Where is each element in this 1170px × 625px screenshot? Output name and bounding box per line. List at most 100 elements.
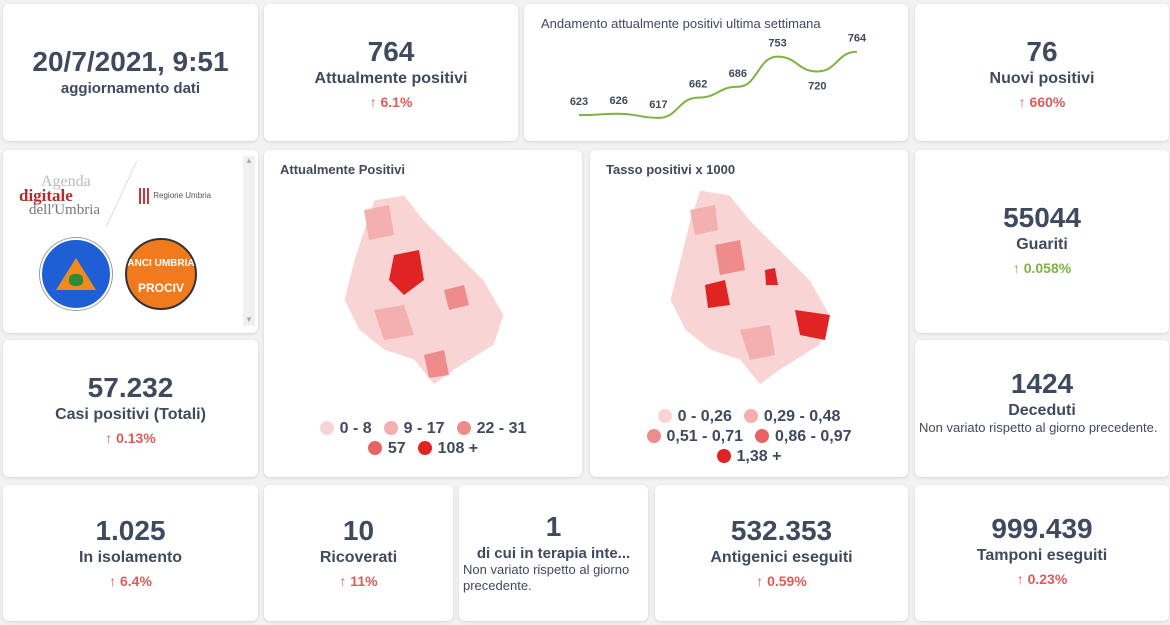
legend-swatch — [716, 449, 731, 463]
antigenici-change: ↑ 0.59% — [756, 573, 807, 589]
isolamento-card: 1.025 In isolamento ↑ 6.4% — [3, 485, 258, 621]
attuali-change: ↑ 6.1% — [369, 94, 413, 110]
trend-data-label: 623 — [570, 96, 588, 108]
legend-label: 1,38 + — [736, 448, 782, 465]
map2-title: Tasso positivi x 1000 — [606, 162, 736, 177]
legend-item[interactable]: 1,38 + — [716, 448, 782, 466]
legend-label: 57 — [387, 440, 406, 457]
legend-label: 0,86 - 0,97 — [775, 428, 852, 445]
nuovi-card: 76 Nuovi positivi ↑ 660% — [915, 4, 1169, 141]
trend-card: Andamento attualmente positivi ultima se… — [524, 4, 908, 141]
ricoverati-change: ↑ 11% — [339, 573, 378, 589]
casi-value: 57.232 — [87, 372, 174, 403]
legend-item[interactable]: 0 - 8 — [319, 420, 372, 438]
legend-swatch — [456, 421, 471, 435]
deceduti-note: Non variato rispetto al giorno precedent… — [919, 420, 1158, 435]
legend-item[interactable]: 0,86 - 0,97 — [755, 428, 852, 446]
trend-data-label: 626 — [610, 95, 628, 107]
update-label: aggiornamento dati — [60, 80, 201, 97]
tamponi-value: 999.439 — [991, 513, 1093, 544]
deceduti-label: Deceduti — [1008, 402, 1076, 419]
terapia-value: 1 — [545, 511, 562, 542]
legend-item[interactable]: 22 - 31 — [456, 420, 527, 438]
guariti-card: 55044 Guariti ↑ 0.058% — [915, 150, 1169, 333]
isolamento-label: In isolamento — [78, 549, 183, 566]
tamponi-change: ↑ 0.23% — [1016, 571, 1068, 587]
deceduti-value: 1424 — [1010, 368, 1074, 399]
attuali-value: 764 — [367, 36, 415, 67]
regione-umbria-logo: Regione Umbria — [139, 188, 211, 204]
attuali-label: Attualmente positivi — [314, 70, 468, 87]
casi-label: Casi positivi (Totali) — [55, 406, 206, 423]
anci-prociv-logo: ANCI UMBRIA PROCIV — [125, 238, 197, 310]
trend-data-label: 720 — [808, 81, 826, 93]
guariti-change: ↑ 0.058% — [1012, 260, 1072, 276]
legend-label: 0 - 0,26 — [677, 408, 732, 425]
legend-swatch — [367, 441, 382, 455]
protezione-civile-logo — [40, 238, 112, 310]
map2-legend: 0 - 0,26 0,29 - 0,48 0,51 - 0,71 0,86 - 0,9… — [590, 407, 908, 467]
deceduti-card: 1424 Deceduti Non variato rispetto al gi… — [915, 340, 1169, 477]
trend-data-label: 764 — [848, 33, 867, 45]
divider — [105, 161, 138, 227]
update-card: 20/7/2021, 9:51 aggiornamento dati — [3, 4, 258, 141]
legend-item[interactable]: 0,29 - 0,48 — [743, 408, 841, 426]
legend-label: 9 - 17 — [403, 420, 445, 437]
legend-label: 22 - 31 — [476, 420, 527, 437]
legend-swatch — [657, 409, 672, 423]
trend-data-label: 686 — [729, 68, 747, 80]
tamponi-card: 999.439 Tamponi eseguiti ↑ 0.23% — [915, 485, 1169, 621]
isolamento-change: ↑ 6.4% — [109, 573, 152, 589]
map1-card: Attualmente Positivi 0 - 8 9 - 17 22 - 31 5… — [264, 150, 582, 477]
nuovi-change: ↑ 660% — [1018, 94, 1066, 110]
antigenici-card: 532.353 Antigenici eseguiti ↑ 0.59% — [655, 485, 908, 621]
trend-data-label: 753 — [768, 38, 786, 50]
ricoverati-card: 10 Ricoverati ↑ 11% — [264, 485, 453, 621]
antigenici-label: Antigenici eseguiti — [710, 549, 853, 566]
legend-item[interactable]: 9 - 17 — [383, 420, 445, 438]
terapia-card: 1 di cui in terapia inte... Non variato … — [459, 485, 648, 621]
legend-label: 0,29 - 0,48 — [763, 408, 841, 425]
attuali-card: 764 Attualmente positivi ↑ 6.1% — [264, 4, 518, 141]
map1-title: Attualmente Positivi — [280, 162, 405, 177]
tamponi-label: Tamponi eseguiti — [976, 547, 1108, 564]
nuovi-value: 76 — [1026, 36, 1058, 67]
ricoverati-label: Ricoverati — [319, 549, 398, 566]
guariti-label: Guariti — [1016, 236, 1068, 253]
trend-data-label: 617 — [649, 99, 667, 111]
map1-legend: 0 - 8 9 - 17 22 - 31 57 108 + — [264, 419, 582, 459]
antigenici-value: 532.353 — [730, 515, 833, 546]
legend-label: 0 - 8 — [339, 420, 372, 437]
ricoverati-value: 10 — [342, 515, 375, 546]
casi-change: ↑ 0.13% — [105, 430, 156, 446]
update-value: 20/7/2021, 9:51 — [32, 46, 229, 77]
legend-swatch — [383, 421, 398, 435]
umbria-map-tasso[interactable] — [590, 150, 908, 477]
legend-swatch — [743, 409, 758, 423]
nuovi-label: Nuovi positivi — [989, 70, 1095, 87]
trend-data-label: 662 — [689, 79, 707, 91]
terapia-label: di cui in terapia inte... — [476, 545, 631, 562]
trend-title: Andamento attualmente positivi ultima se… — [541, 16, 821, 31]
scrollbar[interactable]: ▲ ▼ — [243, 156, 255, 326]
umbria-map-positivi[interactable] — [264, 150, 582, 477]
trend-chart: 623 626 617 662 686 753 720 764 — [570, 33, 867, 119]
terapia-note: Non variato rispetto al giorno precedent… — [463, 562, 630, 593]
logos-card: Agenda digitale dell'Umbria Regione Umbr… — [3, 150, 258, 333]
legend-item[interactable]: 108 + — [417, 440, 479, 458]
legend-label: 0,51 - 0,71 — [666, 428, 744, 445]
isolamento-value: 1.025 — [95, 515, 166, 546]
map2-card: Tasso positivi x 1000 0 - 0,26 0,29 - 0,4… — [590, 150, 908, 477]
guariti-value: 55044 — [1003, 202, 1081, 233]
legend-item[interactable]: 0 - 0,26 — [657, 408, 732, 426]
trend-line — [578, 50, 858, 119]
legend-item[interactable]: 57 — [367, 440, 406, 458]
legend-swatch — [319, 421, 334, 435]
legend-label: 108 + — [437, 440, 479, 457]
legend-swatch — [646, 429, 661, 443]
casi-card: 57.232 Casi positivi (Totali) ↑ 0.13% — [3, 340, 258, 477]
legend-swatch — [417, 441, 432, 455]
legend-item[interactable]: 0,51 - 0,71 — [646, 428, 744, 446]
legend-swatch — [755, 429, 769, 443]
agenda-digitale-logo: Agenda digitale dell'Umbria — [19, 173, 101, 218]
